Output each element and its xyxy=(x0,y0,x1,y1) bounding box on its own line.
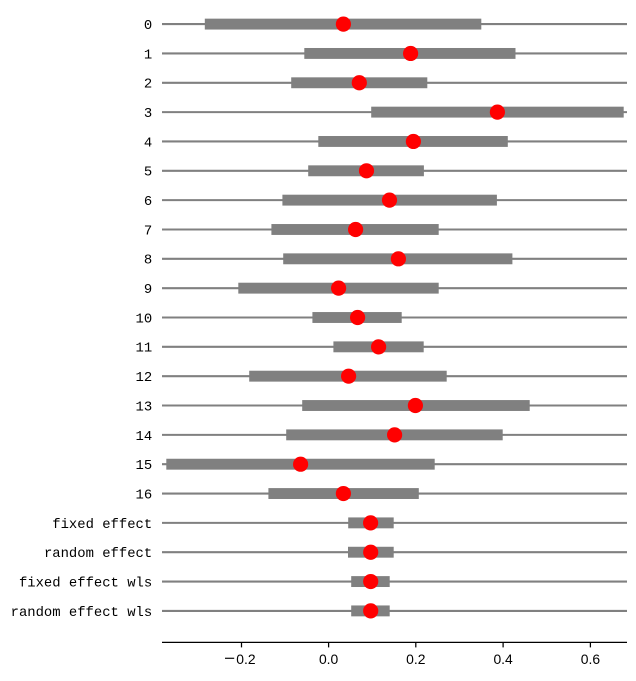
svg-text:0.2: 0.2 xyxy=(236,651,256,667)
svg-text:10: 10 xyxy=(136,311,153,327)
svg-text:13: 13 xyxy=(136,399,153,415)
svg-text:random effect wls: random effect wls xyxy=(11,605,153,621)
svg-text:1: 1 xyxy=(144,47,152,63)
svg-text:9: 9 xyxy=(144,282,152,298)
svg-text:0.2: 0.2 xyxy=(406,651,426,667)
svg-text:12: 12 xyxy=(136,370,153,386)
svg-text:fixed effect: fixed effect xyxy=(52,517,152,533)
svg-text:3: 3 xyxy=(144,106,152,122)
svg-text:7: 7 xyxy=(144,223,152,239)
svg-text:0.6: 0.6 xyxy=(581,651,601,667)
svg-text:8: 8 xyxy=(144,253,152,269)
svg-text:11: 11 xyxy=(136,341,153,357)
svg-text:random effect: random effect xyxy=(44,546,152,562)
svg-text:5: 5 xyxy=(144,165,152,181)
svg-text:4: 4 xyxy=(144,135,152,151)
svg-text:15: 15 xyxy=(136,458,153,474)
svg-text:0.0: 0.0 xyxy=(319,651,339,667)
svg-text:14: 14 xyxy=(136,429,153,445)
svg-text:6: 6 xyxy=(144,194,152,210)
svg-text:0.4: 0.4 xyxy=(493,651,513,667)
svg-text:2: 2 xyxy=(144,77,152,93)
svg-text:16: 16 xyxy=(136,487,153,503)
svg-text:fixed effect wls: fixed effect wls xyxy=(19,575,152,591)
svg-text:0: 0 xyxy=(144,18,152,34)
